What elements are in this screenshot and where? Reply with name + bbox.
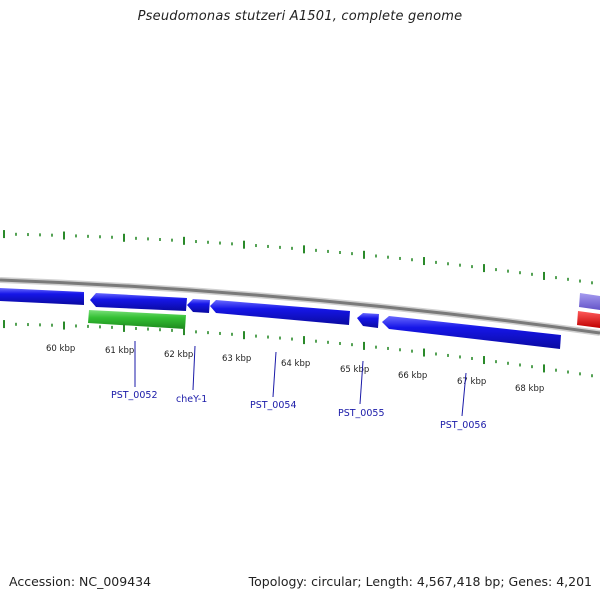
leader-PST_0056: [461, 372, 467, 417]
gene-PST_0056[interactable]: [382, 316, 561, 349]
gene-cheY-1[interactable]: [88, 310, 186, 329]
gene-label-PST_0052[interactable]: PST_0052: [111, 390, 158, 401]
gene-label-PST_0056[interactable]: PST_0056: [440, 420, 487, 431]
gene-label-leaders: [134, 341, 467, 417]
kbp-label: 62 kbp: [164, 350, 193, 360]
leader-PST_0054: [272, 351, 277, 398]
outer-tick-ring: [3, 230, 593, 285]
kbp-label: 67 kbp: [457, 377, 486, 387]
kbp-label: 64 kbp: [281, 359, 310, 369]
kbp-label: 66 kbp: [398, 371, 427, 381]
genome-backbone: [0, 277, 600, 336]
leader-cheY-1: [192, 345, 196, 391]
gene-label-cheY-1[interactable]: cheY-1: [176, 394, 207, 405]
gene-label-PST_0055[interactable]: PST_0055: [338, 408, 385, 419]
kbp-label: 60 kbp: [46, 344, 75, 354]
genome-backbone-line: [0, 278, 600, 335]
gene-labels: PST_0052 cheY-1 PST_0054 PST_0055 PST_00…: [111, 390, 487, 431]
gene-PST_0052[interactable]: [90, 293, 187, 311]
kbp-label: 65 kbp: [340, 365, 369, 375]
kbp-label: 68 kbp: [515, 384, 544, 394]
accession-text: Accession: NC_009434: [9, 574, 152, 589]
gene-mini-a[interactable]: [187, 299, 210, 313]
scale-labels: 60 kbp 61 kbp 62 kbp 63 kbp 64 kbp 65 kb…: [46, 344, 544, 394]
gene-edge-red[interactable]: [577, 311, 600, 328]
genome-summary-text: Topology: circular; Length: 4,567,418 bp…: [248, 574, 592, 589]
leader-PST_0055: [359, 360, 364, 405]
gene-mini-b[interactable]: [357, 313, 379, 328]
gene-edge-purple[interactable]: [579, 293, 600, 310]
genome-title: Pseudomonas stutzeri A1501, complete gen…: [137, 9, 463, 24]
kbp-label: 61 kbp: [105, 346, 134, 356]
gene-label-PST_0054[interactable]: PST_0054: [250, 400, 297, 411]
inner-tick-ring: [3, 320, 593, 378]
gene-pre-a[interactable]: [0, 288, 84, 305]
kbp-label: 63 kbp: [222, 354, 251, 364]
gene-track: [0, 288, 600, 349]
gene-PST_0054[interactable]: [210, 300, 350, 325]
